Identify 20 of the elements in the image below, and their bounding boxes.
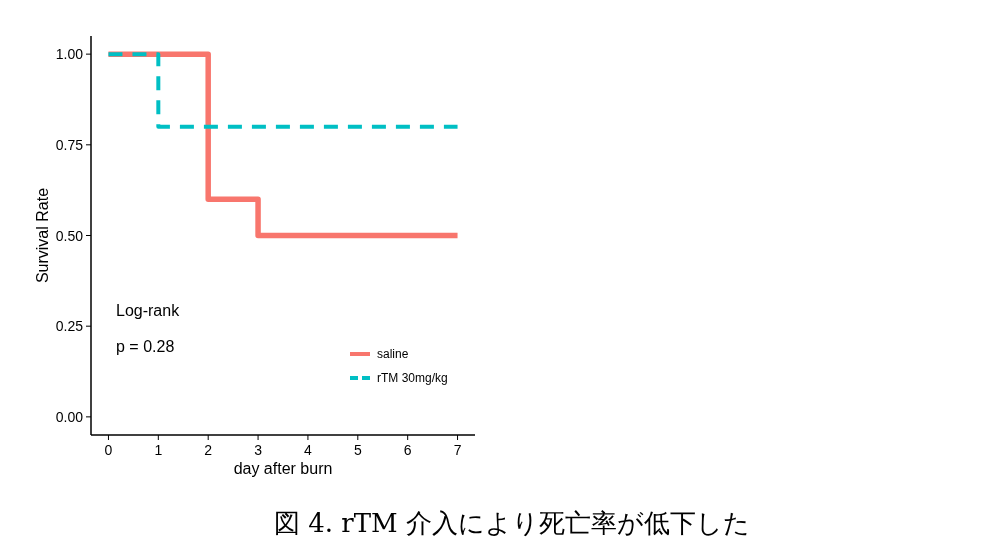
- x-tick-label: 7: [453, 442, 462, 458]
- y-axis-title: Survival Rate: [34, 187, 51, 284]
- x-tick-label: 5: [353, 442, 362, 458]
- x-tick-label: 6: [403, 442, 412, 458]
- x-tick-label: 4: [304, 442, 313, 458]
- x-tick-label: 3: [254, 442, 263, 458]
- y-tick-label: 1.00: [55, 46, 84, 63]
- legend-label: rTM 30mg/kg: [377, 371, 448, 385]
- x-axis-title: day after burn: [233, 460, 333, 477]
- annotation: p = 0.28: [116, 338, 175, 355]
- y-tick-label: 0.00: [55, 408, 84, 425]
- caption: 図 4. rTM 介入により死亡率が低下した: [274, 508, 750, 538]
- x-tick-label: 2: [204, 442, 213, 458]
- y-tick-label: 0.50: [55, 227, 84, 244]
- annotation: Log-rank: [116, 302, 181, 319]
- y-tick-label: 0.75: [55, 136, 84, 153]
- legend-label: saline: [377, 347, 409, 361]
- y-tick-label: 0.25: [55, 318, 84, 335]
- x-tick-label: 0: [104, 442, 113, 458]
- x-tick-label: 1: [154, 442, 163, 458]
